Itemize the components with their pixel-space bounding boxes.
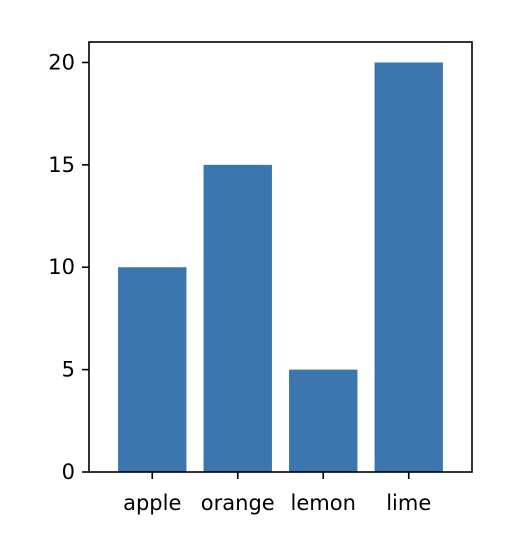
y-tick-label: 15 (48, 153, 75, 177)
x-tick-label: lemon (291, 491, 356, 515)
y-axis: 0 5 10 15 20 (48, 50, 89, 484)
x-axis: apple orange lemon lime (123, 472, 431, 515)
x-tick-label: orange (201, 491, 275, 515)
x-tick-label: apple (123, 491, 181, 515)
y-tick-label: 0 (62, 460, 75, 484)
y-tick-label: 20 (48, 50, 75, 74)
bars-group (118, 62, 443, 472)
x-tick-label: lime (386, 491, 431, 515)
bar-apple (118, 267, 187, 472)
y-tick-label: 5 (62, 358, 75, 382)
bar-lemon (289, 369, 358, 472)
plot-frame (88, 41, 473, 473)
bar-orange (203, 164, 272, 472)
y-tick-label: 10 (48, 255, 75, 279)
bar-lime (374, 62, 443, 472)
